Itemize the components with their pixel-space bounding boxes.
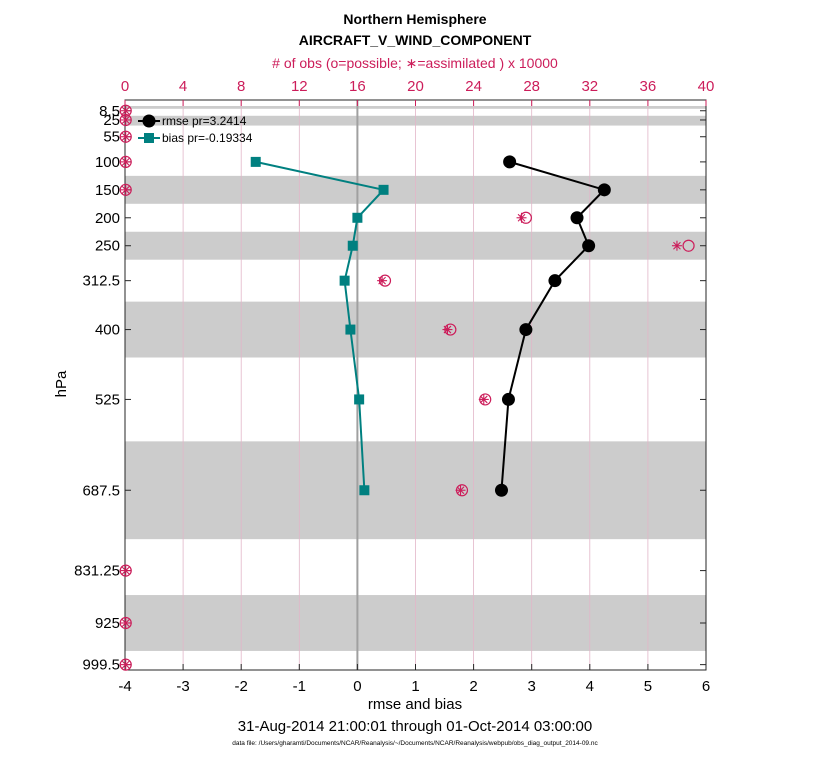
obs-assimilated-marker	[120, 114, 131, 125]
x-tick-label: 5	[644, 678, 652, 695]
rmse-point	[582, 239, 596, 253]
top-axis-gridlines	[182, 100, 649, 670]
bias-point	[347, 240, 358, 251]
top-tick-label: 20	[407, 78, 424, 95]
top-tick-label: 24	[465, 78, 482, 95]
x-axis-ticks: -4 -3 -2 -1 0 1 2 3 4 5 6	[118, 664, 710, 695]
obs-assimilated-marker	[120, 105, 131, 116]
y-tick-label: 200	[95, 210, 120, 227]
x-tick-label: 6	[702, 678, 710, 695]
obs-possible-marker	[119, 658, 132, 671]
obs-assimilated-marker	[442, 324, 453, 335]
rmse-point	[570, 211, 584, 225]
top-tick-label: 28	[523, 78, 540, 95]
chart-subtitle: AIRCRAFT_V_WIND_COMPONENT	[299, 32, 532, 48]
obs-assimilated-marker	[478, 394, 489, 405]
obs-possible-marker	[682, 239, 695, 252]
bias-point	[359, 485, 370, 496]
obs-possible-marker	[119, 564, 132, 577]
y-tick-label: 687.5	[82, 482, 120, 499]
x-tick-label: -1	[293, 678, 306, 695]
obs-possible-marker	[119, 130, 132, 143]
x-tick-label: -4	[118, 678, 131, 695]
bias-point	[250, 156, 261, 167]
obs-assimilated-marker	[120, 156, 131, 167]
x-tick-label: 4	[586, 678, 594, 695]
x-tick-label: -2	[235, 678, 248, 695]
y-axis-label: hPa	[53, 370, 70, 397]
rmse-point	[519, 323, 533, 337]
y-tick-label: 250	[95, 238, 120, 255]
date-range: 31-Aug-2014 21:00:01 through 01-Oct-2014…	[238, 718, 592, 735]
y-tick-label: 150	[95, 182, 120, 199]
y-tick-label: 400	[95, 322, 120, 339]
chart-title: Northern Hemisphere	[343, 11, 486, 27]
top-tick-label: 40	[698, 78, 715, 95]
obs-assimilated-marker	[516, 212, 527, 223]
obs-assimilated-marker	[120, 131, 131, 142]
bias-point	[378, 184, 389, 195]
x-tick-label: 1	[411, 678, 419, 695]
top-tick-label: 32	[581, 78, 598, 95]
obs-count-markers	[119, 104, 695, 671]
top-tick-label: 0	[121, 78, 129, 95]
legend-rmse-marker	[142, 114, 156, 128]
y-tick-label: 999.5	[82, 657, 120, 674]
x-tick-label: 2	[469, 678, 477, 695]
obs-assimilated-marker	[455, 485, 466, 496]
top-tick-label: 36	[640, 78, 657, 95]
legend-rmse-label: rmse pr=3.2414	[162, 114, 247, 128]
y-tick-label: 55	[103, 129, 120, 146]
bias-point	[354, 394, 365, 405]
series-layer	[250, 155, 611, 497]
rmse-point	[548, 274, 562, 288]
bias-point	[339, 275, 350, 286]
rmse-point	[597, 183, 611, 197]
x-tick-label: 0	[353, 678, 361, 695]
bias-point	[352, 212, 363, 223]
obs-assimilated-marker	[671, 240, 682, 251]
x-tick-label: 3	[528, 678, 536, 695]
y-tick-label: 100	[95, 154, 120, 171]
y-tick-label: 925	[95, 615, 120, 632]
top-tick-label: 12	[291, 78, 308, 95]
rmse-point	[494, 483, 508, 497]
legend-bias-label: bias pr=-0.19334	[162, 131, 253, 145]
y-tick-label: 831.25	[74, 563, 120, 580]
x-axis-label: rmse and bias	[368, 696, 462, 713]
y-tick-label: 25	[103, 112, 120, 129]
obs-possible-marker	[119, 155, 132, 168]
y-tick-label: 312.5	[82, 273, 120, 290]
rmse-point	[501, 392, 515, 406]
bias-point	[345, 324, 356, 335]
top-tick-label: 8	[237, 78, 245, 95]
obs-assimilated-marker	[120, 617, 131, 628]
data-file-path: data file: /Users/gharamti/Documents/NCA…	[232, 740, 598, 747]
obs-assimilated-marker	[377, 275, 388, 286]
top-axis-ticks: 0 4 8 12 16 20 24 28 32 36 40	[121, 78, 715, 106]
y-tick-label: 8.5	[99, 103, 120, 120]
top-tick-label: 16	[349, 78, 366, 95]
top-tick-label: 4	[179, 78, 187, 95]
legend-bias-marker	[144, 133, 154, 143]
obs-assimilated-marker	[120, 184, 131, 195]
rmse-point	[503, 155, 517, 169]
x-tick-label: -3	[176, 678, 189, 695]
rmse-line	[500, 160, 607, 491]
obs-possible-marker	[119, 183, 132, 196]
y-tick-label: 525	[95, 391, 120, 408]
top-axis-label: # of obs (o=possible; ∗=assimilated ) x …	[272, 55, 558, 71]
obs-assimilated-marker	[120, 659, 131, 670]
obs-possible-marker	[119, 616, 132, 630]
obs-assimilated-marker	[120, 565, 131, 576]
legend: rmse pr=3.2414 bias pr=-0.19334	[138, 114, 253, 145]
